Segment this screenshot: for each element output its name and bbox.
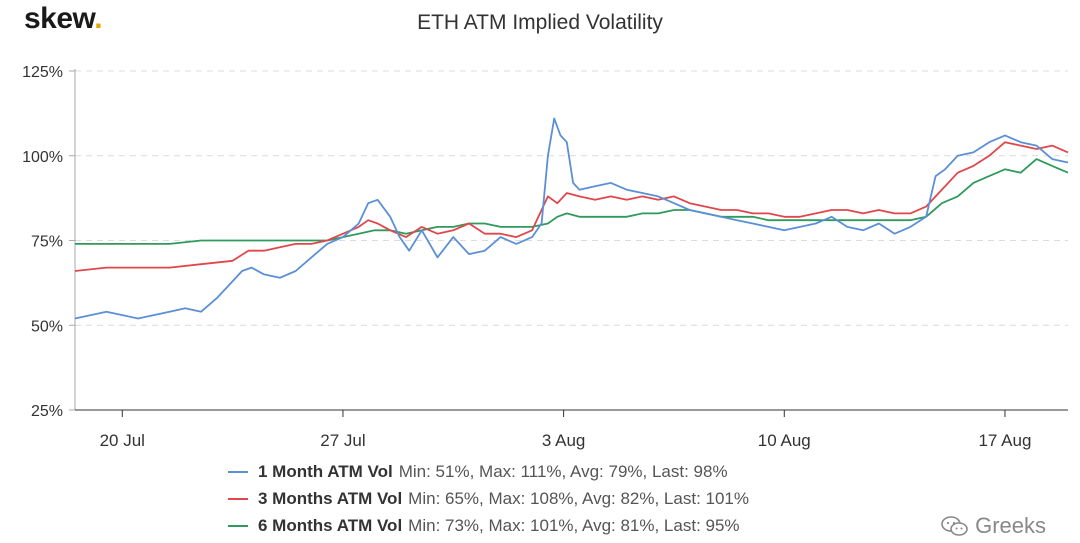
y-axis: 25% 50% 75% 100% 125%: [22, 64, 76, 420]
chart-title: ETH ATM Implied Volatility: [417, 11, 663, 34]
legend-name-3m: 3 Months ATM Vol: [258, 489, 403, 508]
legend-swatch-6m: [228, 524, 248, 527]
y-tick-label: 50%: [31, 318, 63, 335]
legend-item-1m[interactable]: 1 Month ATM Vol Min: 51%, Max: 111%, Avg…: [228, 458, 749, 485]
skew-logo: skew.: [24, 2, 103, 36]
x-tick-label: 10 Aug: [758, 431, 811, 450]
legend-stats-6m: Min: 73%, Max: 101%, Avg: 81%, Last: 95%: [408, 516, 740, 535]
legend-swatch-1m: [228, 470, 248, 473]
legend-stats-1m: Min: 51%, Max: 111%, Avg: 79%, Last: 98%: [398, 462, 728, 481]
y-tick-label: 25%: [31, 403, 63, 420]
series-lines: [74, 117, 1069, 320]
legend-name-6m: 6 Months ATM Vol: [258, 516, 403, 535]
series-1m-line: [74, 117, 1069, 320]
y-tick-label: 75%: [31, 234, 63, 251]
series-6m-line: [75, 158, 1069, 245]
watermark-text: Greeks: [975, 513, 1046, 538]
x-tick-label: 20 Jul: [100, 431, 145, 450]
legend-name-1m: 1 Month ATM Vol: [258, 462, 393, 481]
legend-swatch-3m: [228, 497, 248, 500]
brand-dot: .: [94, 2, 103, 35]
legend-stats-3m: Min: 65%, Max: 108%, Avg: 82%, Last: 101…: [408, 489, 749, 508]
legend-item-6m[interactable]: 6 Months ATM Vol Min: 73%, Max: 101%, Av…: [228, 512, 749, 539]
x-axis: 20 Jul 27 Jul 3 Aug 10 Aug 17 Aug: [100, 410, 1031, 450]
brand-name: skew: [24, 2, 95, 35]
x-tick-label: 17 Aug: [978, 431, 1031, 450]
wechat-icon: [941, 516, 968, 536]
series-3m-line: [74, 141, 1069, 272]
legend-item-3m[interactable]: 3 Months ATM Vol Min: 65%, Max: 108%, Av…: [228, 485, 749, 512]
legend: 1 Month ATM Vol Min: 51%, Max: 111%, Avg…: [228, 458, 749, 539]
y-tick-label: 125%: [22, 64, 63, 81]
x-tick-label: 3 Aug: [542, 431, 586, 450]
y-tick-label: 100%: [22, 149, 63, 166]
grid-lines: [75, 70, 1068, 326]
watermark: Greeks: [941, 513, 1046, 539]
x-tick-label: 27 Jul: [320, 431, 365, 450]
